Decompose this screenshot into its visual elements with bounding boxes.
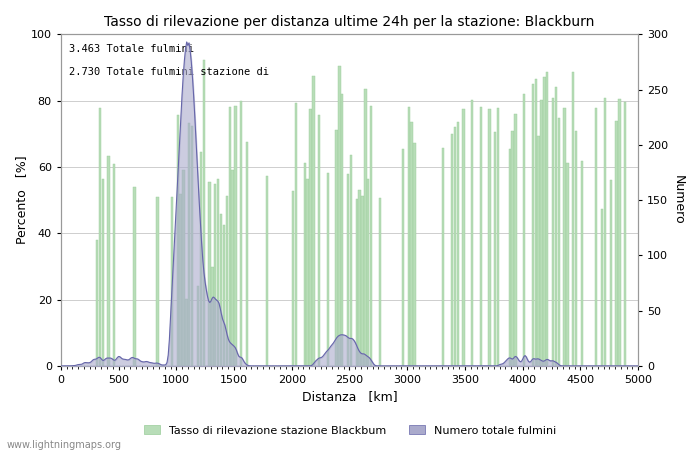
- Bar: [451, 134, 453, 366]
- Bar: [610, 180, 612, 366]
- Bar: [413, 143, 416, 366]
- Bar: [209, 182, 211, 366]
- Bar: [307, 179, 309, 366]
- Bar: [156, 198, 159, 366]
- Bar: [234, 106, 237, 366]
- Bar: [509, 148, 511, 366]
- Bar: [133, 187, 136, 366]
- Bar: [361, 197, 363, 366]
- Bar: [335, 130, 337, 366]
- Bar: [186, 299, 188, 366]
- Bar: [442, 148, 444, 366]
- Bar: [601, 209, 603, 366]
- Bar: [188, 123, 190, 366]
- Bar: [341, 94, 344, 366]
- Bar: [217, 179, 219, 366]
- Y-axis label: Numero: Numero: [672, 176, 685, 225]
- Bar: [102, 180, 104, 366]
- Bar: [347, 174, 349, 366]
- Bar: [220, 214, 222, 366]
- Bar: [512, 131, 514, 366]
- Bar: [402, 149, 404, 366]
- Bar: [535, 79, 537, 366]
- Bar: [494, 131, 496, 366]
- Bar: [96, 239, 98, 366]
- Bar: [471, 100, 473, 366]
- Bar: [214, 184, 216, 366]
- Bar: [546, 72, 548, 366]
- Bar: [179, 194, 182, 366]
- Bar: [552, 99, 554, 366]
- Bar: [410, 122, 413, 366]
- Bar: [364, 89, 367, 366]
- Bar: [304, 163, 306, 366]
- Bar: [292, 191, 295, 366]
- Bar: [624, 103, 626, 366]
- Bar: [211, 267, 214, 366]
- X-axis label: Distanza   [km]: Distanza [km]: [302, 391, 398, 404]
- Bar: [202, 59, 205, 366]
- Bar: [228, 107, 231, 366]
- Bar: [246, 142, 248, 366]
- Bar: [338, 66, 340, 366]
- Bar: [370, 106, 372, 366]
- Bar: [566, 163, 568, 366]
- Bar: [350, 155, 352, 366]
- Bar: [379, 198, 381, 366]
- Bar: [223, 225, 225, 366]
- Bar: [463, 109, 465, 366]
- Bar: [199, 152, 202, 366]
- Bar: [240, 100, 242, 366]
- Bar: [581, 162, 583, 366]
- Bar: [618, 99, 621, 366]
- Bar: [99, 108, 101, 366]
- Bar: [113, 164, 116, 366]
- Bar: [225, 196, 228, 366]
- Bar: [171, 197, 173, 366]
- Bar: [295, 104, 298, 366]
- Bar: [532, 84, 534, 366]
- Legend: Tasso di rilevazione stazione Blackbum, Numero totale fulmini: Tasso di rilevazione stazione Blackbum, …: [139, 421, 561, 440]
- Bar: [523, 94, 525, 366]
- Bar: [558, 118, 560, 366]
- Bar: [309, 108, 312, 366]
- Bar: [489, 109, 491, 366]
- Bar: [407, 107, 410, 366]
- Y-axis label: Percento   [%]: Percento [%]: [15, 156, 28, 244]
- Text: www.lightningmaps.org: www.lightningmaps.org: [7, 440, 122, 450]
- Bar: [182, 170, 185, 366]
- Bar: [327, 173, 329, 366]
- Bar: [543, 77, 545, 366]
- Bar: [356, 199, 358, 366]
- Bar: [367, 179, 370, 366]
- Bar: [358, 190, 361, 366]
- Bar: [595, 108, 598, 366]
- Bar: [197, 286, 199, 366]
- Bar: [176, 115, 179, 366]
- Bar: [191, 126, 193, 366]
- Bar: [538, 136, 540, 366]
- Bar: [540, 100, 542, 366]
- Bar: [107, 156, 110, 366]
- Text: 2.730 Totale fulmini stazione di: 2.730 Totale fulmini stazione di: [69, 68, 270, 77]
- Text: 3.463 Totale fulmini: 3.463 Totale fulmini: [69, 44, 195, 54]
- Bar: [232, 170, 234, 366]
- Title: Tasso di rilevazione per distanza ultime 24h per la stazione: Blackburn: Tasso di rilevazione per distanza ultime…: [104, 15, 595, 29]
- Bar: [604, 98, 606, 366]
- Bar: [564, 108, 566, 366]
- Bar: [615, 121, 617, 366]
- Bar: [454, 126, 456, 366]
- Bar: [554, 87, 557, 366]
- Bar: [480, 107, 482, 366]
- Bar: [514, 113, 517, 366]
- Bar: [312, 76, 314, 366]
- Bar: [497, 108, 499, 366]
- Bar: [318, 115, 321, 366]
- Bar: [575, 131, 577, 366]
- Bar: [456, 122, 459, 366]
- Bar: [572, 72, 575, 366]
- Bar: [266, 176, 268, 366]
